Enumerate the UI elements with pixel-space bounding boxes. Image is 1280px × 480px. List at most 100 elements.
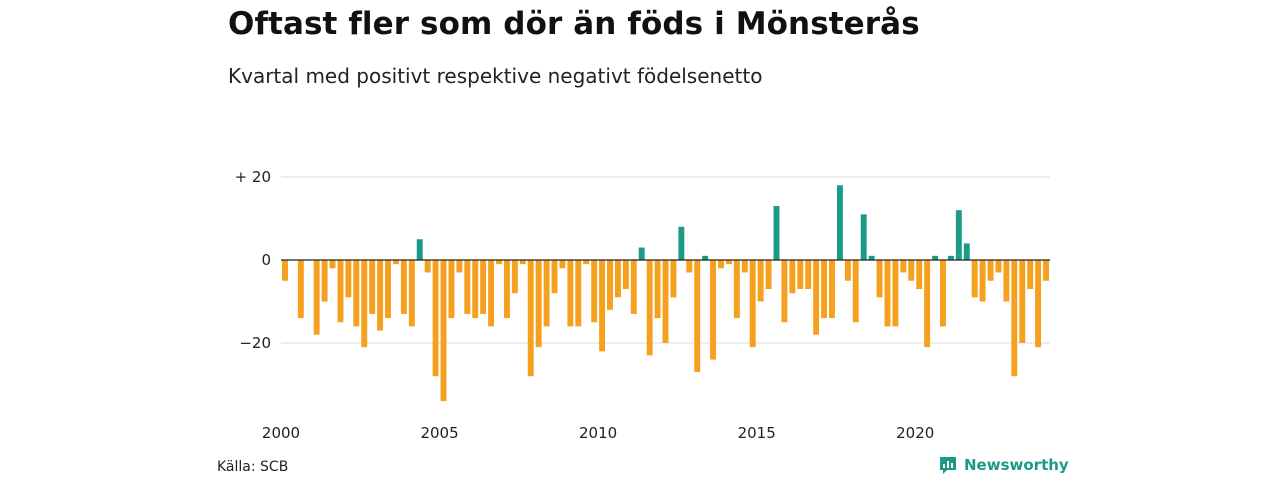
bar [979, 260, 986, 302]
chart-title: Oftast fler som dör än föds i Mönsterås [228, 6, 920, 42]
newsworthy-logo-icon [940, 457, 956, 474]
bar [488, 260, 495, 327]
bar [567, 260, 574, 327]
bar [829, 260, 835, 319]
bar [369, 260, 376, 314]
bar [932, 255, 939, 260]
bar [646, 260, 653, 356]
bar [551, 260, 558, 294]
bar [821, 260, 828, 319]
bar [670, 260, 677, 298]
bar [789, 260, 796, 294]
bar [805, 260, 812, 290]
bar [385, 260, 391, 319]
bar [337, 260, 344, 323]
bar [472, 260, 479, 319]
bar [361, 260, 368, 348]
bar [940, 260, 946, 327]
bar [575, 260, 582, 327]
bar [781, 260, 788, 323]
x-tick-label: 2000 [262, 424, 300, 442]
bar [900, 260, 907, 273]
y-tick-label: −20 [239, 334, 271, 352]
bar [852, 260, 859, 323]
bar [694, 260, 701, 373]
bar [535, 260, 542, 348]
bar-layer [282, 185, 1049, 402]
bar [908, 260, 915, 281]
bar [884, 260, 891, 327]
bar [559, 260, 566, 269]
bar [448, 260, 455, 319]
bar [654, 260, 661, 319]
bar [408, 260, 415, 327]
bar [995, 260, 1002, 273]
bar [456, 260, 463, 273]
bar [519, 260, 526, 265]
y-tick-label: + 20 [235, 168, 271, 186]
bar [916, 260, 923, 290]
bar [313, 260, 320, 335]
brand: Newsworthy [938, 455, 1069, 475]
bar [583, 260, 590, 265]
bar [678, 226, 685, 260]
bar [844, 260, 851, 281]
bar [464, 260, 471, 314]
bar [591, 260, 598, 323]
x-tick-label: 2005 [420, 424, 458, 442]
bar [297, 260, 304, 319]
bar [630, 260, 637, 314]
bar [1027, 260, 1034, 290]
bar [963, 243, 970, 260]
bar [1003, 260, 1010, 302]
bar [329, 260, 336, 269]
bar [725, 260, 732, 265]
bar [757, 260, 764, 302]
bar [1043, 260, 1049, 281]
bar [424, 260, 431, 273]
bar [971, 260, 978, 298]
bar [392, 260, 399, 265]
bar [400, 260, 407, 314]
bar [797, 260, 804, 290]
bar [638, 247, 645, 260]
bar [702, 255, 709, 260]
bar [955, 210, 962, 260]
x-tick-label: 2020 [896, 424, 934, 442]
bar [868, 255, 875, 260]
bar [924, 260, 931, 348]
bar [892, 260, 899, 327]
brand-name: Newsworthy [964, 456, 1069, 474]
bar [622, 260, 629, 290]
bar [511, 260, 518, 294]
bar [947, 255, 954, 260]
bar [836, 185, 843, 260]
bar [599, 260, 606, 352]
bar [813, 260, 820, 335]
bar [440, 260, 447, 402]
bar [987, 260, 994, 281]
bar [773, 206, 780, 260]
x-tick-label: 2015 [738, 424, 776, 442]
x-tick-label: 2010 [579, 424, 617, 442]
bar [686, 260, 693, 273]
bar [353, 260, 360, 327]
bar [710, 260, 717, 360]
bar [345, 260, 352, 298]
bar [662, 260, 669, 343]
chart-subtitle: Kvartal med positivt respektive negativt… [228, 64, 763, 88]
bar [282, 260, 288, 281]
bar [377, 260, 384, 331]
bar [543, 260, 550, 327]
bar [1035, 260, 1042, 348]
bar [614, 260, 621, 298]
bar [416, 239, 423, 260]
bar [1011, 260, 1018, 377]
bar [321, 260, 328, 302]
bar [860, 214, 867, 260]
bar [496, 260, 502, 265]
bar [432, 260, 439, 377]
bar [480, 260, 487, 314]
bar [607, 260, 613, 310]
